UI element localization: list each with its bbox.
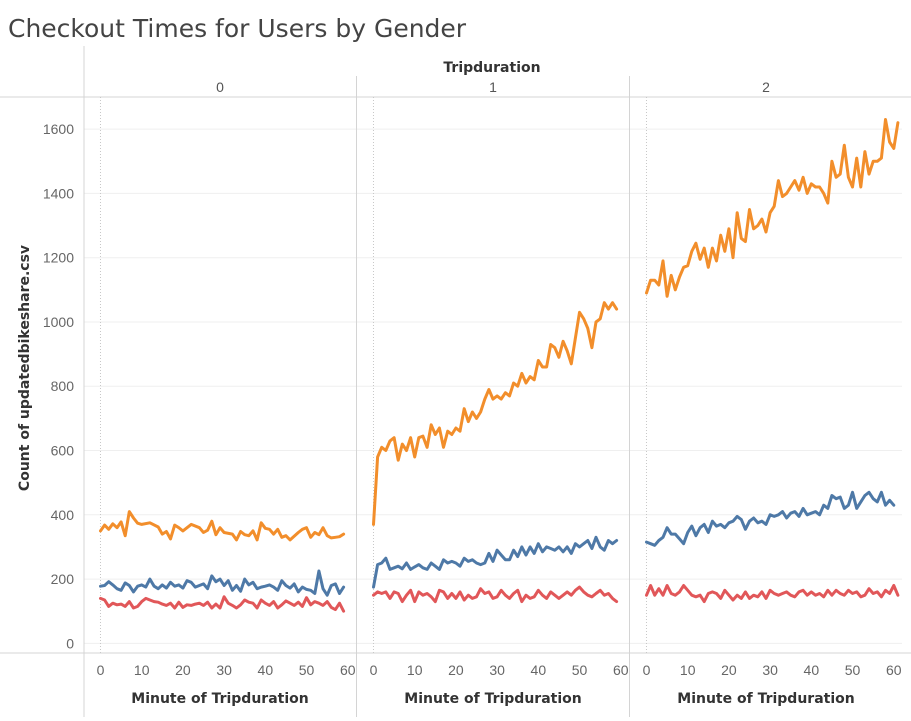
x-tick-label: 10: [407, 662, 423, 678]
x-tick-label: 60: [886, 662, 902, 678]
x-tick-label: 10: [134, 662, 150, 678]
x-axis-title: Minute of Tripduration: [404, 691, 581, 707]
x-tick-label: 40: [804, 662, 820, 678]
x-tick-label: 50: [572, 662, 588, 678]
y-tick-label: 1200: [43, 250, 74, 266]
x-tick-label: 30: [489, 662, 505, 678]
x-tick-label: 40: [258, 662, 274, 678]
series-line-panel-1: [372, 301, 619, 526]
x-tick-label: 20: [448, 662, 464, 678]
series-line-panel-2: [645, 118, 900, 298]
x-tick-label: 0: [643, 662, 651, 678]
x-axis-title: Minute of Tripduration: [677, 691, 854, 707]
x-tick-label: 40: [531, 662, 547, 678]
y-tick-label: 0: [66, 635, 74, 651]
y-tick-label: 1600: [43, 121, 74, 137]
x-tick-label: 0: [370, 662, 378, 678]
gridlines: [84, 128, 902, 644]
series-line-panel-2: [645, 490, 896, 547]
column-header: Tripduration: [443, 60, 540, 76]
y-tick-label: 1000: [43, 314, 74, 330]
series-line-panel-0: [99, 510, 346, 542]
series-line-panel-1: [372, 585, 619, 604]
series-line-panel-0: [99, 595, 346, 613]
x-tick-label: 50: [299, 662, 315, 678]
panel-header-2: 2: [762, 79, 770, 95]
panel-frames: [0, 46, 911, 717]
x-tick-label: 50: [845, 662, 861, 678]
x-axis-title: Minute of Tripduration: [131, 691, 308, 707]
chart-title: Checkout Times for Users by Gender: [8, 14, 467, 43]
x-tick-label: 60: [340, 662, 356, 678]
x-tick-label: 10: [680, 662, 696, 678]
y-axis-title: Count of updatedbikeshare.csv: [17, 245, 33, 491]
y-tick-label: 1400: [43, 185, 74, 201]
series-lines: [99, 118, 900, 613]
x-tick-label: 0: [97, 662, 105, 678]
x-tick-label: 30: [216, 662, 232, 678]
panel-header-1: 1: [489, 79, 497, 95]
series-line-panel-0: [99, 569, 346, 597]
series-line-panel-2: [645, 584, 900, 604]
x-tick-label: 20: [721, 662, 737, 678]
y-tick-label: 800: [51, 378, 75, 394]
panel-header-0: 0: [216, 79, 224, 95]
series-line-panel-1: [372, 535, 619, 589]
y-tick-label: 200: [51, 571, 75, 587]
y-tick-label: 400: [51, 507, 75, 523]
x-tick-label: 20: [175, 662, 191, 678]
x-tick-label: 30: [762, 662, 778, 678]
y-tick-label: 600: [51, 443, 75, 459]
x-tick-label: 60: [613, 662, 629, 678]
